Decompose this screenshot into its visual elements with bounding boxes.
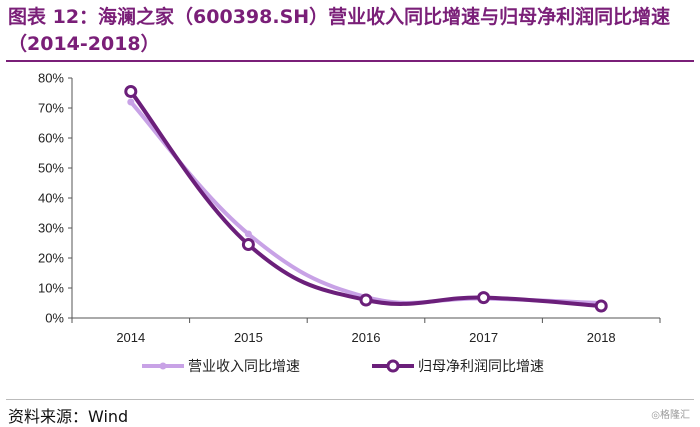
y-tick-label: 10% (38, 281, 64, 296)
footer-divider (6, 399, 694, 400)
data-point (477, 291, 491, 305)
legend-marker (386, 359, 400, 373)
line-chart: 0% 10% 20% 30% 40% 50% 60% 70% 80% 2014 2015 2016 20… (38, 71, 661, 375)
x-tick-label: 2017 (469, 330, 498, 345)
y-tick-label: 30% (38, 221, 64, 236)
source-note: 资料来源：Wind (8, 407, 129, 426)
y-tick-label: 80% (38, 71, 64, 86)
legend-label: 营业收入同比增速 (188, 359, 300, 375)
data-point (124, 85, 138, 98)
data-point (241, 238, 255, 251)
legend-marker (159, 362, 167, 370)
watermark: ◎格隆汇 (651, 410, 690, 421)
x-tick-label: 2018 (587, 330, 616, 345)
data-point (244, 230, 252, 238)
y-tick-label: 20% (38, 251, 64, 266)
series-line-1 (128, 100, 604, 305)
x-tick-label: 2015 (234, 330, 263, 345)
axes: 0% 10% 20% 30% 40% 50% 60% 70% 80% 2014 2015 2016 20… (38, 71, 661, 345)
y-tick-label: 70% (38, 101, 64, 116)
series-layer (124, 85, 608, 313)
x-tick-label: 2014 (116, 330, 145, 345)
y-tick-label: 60% (38, 131, 64, 146)
y-tick-label: 50% (38, 161, 64, 176)
data-point (594, 299, 608, 313)
series-line-2 (128, 89, 604, 308)
title-divider (6, 60, 694, 62)
y-tick-label: 40% (38, 191, 64, 206)
legend: 营业收入同比增速 归母净利润同比增速 (142, 358, 544, 375)
x-tick-label: 2016 (352, 330, 381, 345)
data-point (359, 293, 373, 307)
chart-title: 图表 12：海澜之家（600398.SH）营业收入同比增速与归母净利润同比增速（… (8, 6, 671, 55)
y-tick-label: 0% (45, 311, 64, 326)
legend-label: 归母净利润同比增速 (418, 358, 544, 375)
data-point (127, 98, 135, 106)
